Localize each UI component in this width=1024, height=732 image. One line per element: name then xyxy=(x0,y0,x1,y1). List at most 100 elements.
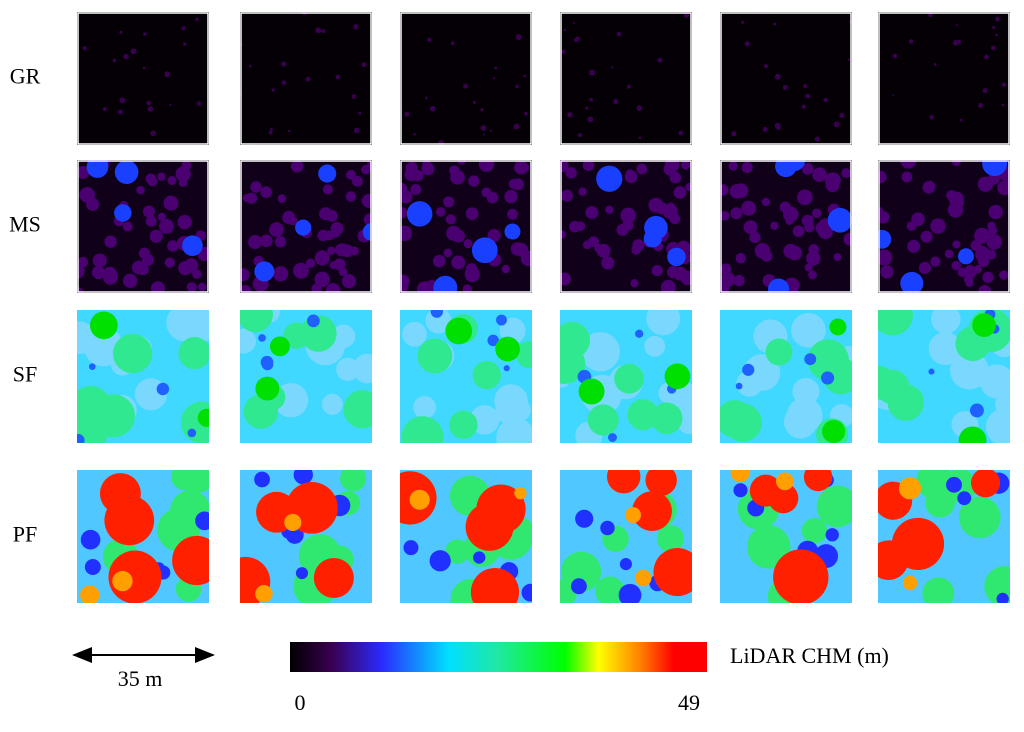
tile-patch xyxy=(561,49,566,54)
tile-patch xyxy=(80,585,100,603)
tile-border xyxy=(720,12,852,145)
tile-patch xyxy=(992,25,996,30)
tile-patch xyxy=(931,310,961,334)
tile-patch xyxy=(167,240,179,252)
tile-patch xyxy=(449,410,478,440)
tile-patch xyxy=(305,258,316,269)
tile-patch xyxy=(720,400,754,438)
tile-patch xyxy=(147,176,158,187)
tile-patch xyxy=(501,264,510,274)
tile-patch xyxy=(240,328,256,354)
tile-patch xyxy=(573,22,576,25)
tile-patch xyxy=(944,249,954,259)
tile-patch xyxy=(787,245,803,261)
tile-patch xyxy=(494,384,528,418)
tile-patch xyxy=(825,172,841,189)
tile-patch xyxy=(560,160,569,173)
tile-patch xyxy=(605,205,614,214)
tile-patch xyxy=(803,84,808,88)
tile-patch xyxy=(445,317,473,345)
tile-patch xyxy=(804,221,815,233)
tile-patch xyxy=(563,28,567,32)
tile-patch xyxy=(404,111,410,117)
tile-patch xyxy=(169,103,172,106)
tile-patch xyxy=(480,125,487,131)
tile-patch xyxy=(425,310,452,334)
tile-patch xyxy=(519,247,529,257)
tile-patch xyxy=(616,31,622,37)
tile-patch xyxy=(351,94,357,99)
tile-patch xyxy=(911,212,925,227)
tile-patch xyxy=(335,74,341,80)
tile-patch xyxy=(181,26,186,31)
tile-patch xyxy=(150,281,166,293)
tile-patch xyxy=(524,111,528,116)
tile-patch xyxy=(916,470,953,499)
tile-patch xyxy=(353,127,360,134)
tile-patch xyxy=(352,353,372,384)
tile-patch xyxy=(620,207,637,224)
tile-patch xyxy=(971,470,1001,498)
tile-patch xyxy=(651,264,663,277)
tile-patch xyxy=(476,484,526,534)
tile-patch xyxy=(353,24,359,30)
tile-patch xyxy=(515,84,519,89)
tile-patch xyxy=(999,270,1009,280)
tile-patch xyxy=(430,310,444,318)
tile-patch xyxy=(585,206,599,219)
tile-patch xyxy=(589,97,593,102)
tile-patch xyxy=(978,102,984,108)
tile-patch xyxy=(561,551,602,592)
tile-patch xyxy=(657,57,663,63)
tile-patch xyxy=(472,360,501,390)
tile-patch xyxy=(445,214,456,225)
tile-patch xyxy=(119,97,126,104)
tile-patch xyxy=(946,476,962,493)
tile-patch xyxy=(496,418,532,443)
tile-patch xyxy=(197,282,207,292)
tile-patch xyxy=(331,324,356,349)
tile-patch xyxy=(589,69,596,76)
tile-patch xyxy=(142,205,155,218)
tile-border xyxy=(77,160,209,293)
tile-patch xyxy=(768,483,799,514)
tile-patch xyxy=(316,251,327,261)
tile-patch xyxy=(779,201,791,213)
tile-patch xyxy=(847,58,850,61)
tile-patch xyxy=(746,525,791,569)
tile-patch xyxy=(513,123,520,130)
tile-patch xyxy=(406,201,433,227)
tile-patch xyxy=(84,559,101,575)
tile xyxy=(878,470,1010,603)
tile xyxy=(240,310,372,443)
tile-patch xyxy=(595,576,625,603)
tile-patch xyxy=(636,105,643,112)
tile-patch xyxy=(720,263,732,275)
tile-patch xyxy=(514,486,527,500)
tile-patch xyxy=(504,223,521,240)
tile-patch xyxy=(949,207,959,218)
tile-patch xyxy=(254,261,275,282)
tile-patch xyxy=(978,285,992,293)
tile-patch xyxy=(451,229,465,243)
tile-patch xyxy=(841,168,852,179)
tile-patch xyxy=(567,112,573,118)
tile-patch xyxy=(104,495,155,546)
tile-patch xyxy=(928,368,935,375)
tile-patch xyxy=(413,396,436,419)
tile-patch xyxy=(1001,82,1007,88)
tile-patch xyxy=(653,548,692,597)
tile-patch xyxy=(898,477,922,500)
tile-patch xyxy=(580,332,620,372)
tile-patch xyxy=(678,130,684,136)
tile-patch xyxy=(773,549,829,603)
tile-patch xyxy=(560,272,571,286)
tile xyxy=(560,470,692,603)
tile-patch xyxy=(261,358,274,371)
tile-patch xyxy=(330,221,344,235)
tile-patch xyxy=(112,333,153,374)
row-label: MS xyxy=(9,212,41,237)
tile-patch xyxy=(443,196,455,208)
tile-patch xyxy=(186,282,197,293)
tile-patch xyxy=(959,118,963,122)
